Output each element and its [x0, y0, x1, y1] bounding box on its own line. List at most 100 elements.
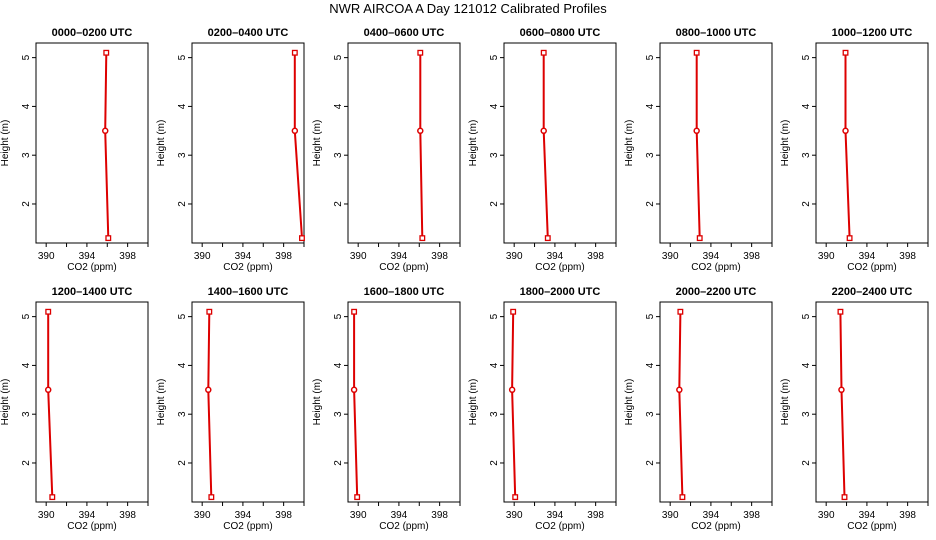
- profile-panel: 1000–1200 UTC 390 394 398 2 3 4 5 CO2 (ppm) Heigh…: [780, 27, 929, 273]
- x-tick-label: 390: [506, 510, 523, 521]
- profile-line: [695, 52, 701, 239]
- y-tick-label: 3: [21, 152, 32, 158]
- y-tick-label: 2: [177, 201, 188, 207]
- x-tick-label: 390: [818, 251, 835, 262]
- y-tick-label: 3: [801, 411, 812, 417]
- panel-title: 1000–1200 UTC: [832, 27, 913, 39]
- y-tick-label: 3: [645, 411, 656, 417]
- data-point: [45, 308, 52, 315]
- data-point: [417, 127, 424, 135]
- y-tick-label: 4: [801, 103, 812, 109]
- x-tick-label: 390: [662, 251, 679, 262]
- data-point: [354, 494, 361, 501]
- data-point: [512, 494, 519, 501]
- profile-line: [353, 311, 359, 498]
- y-tick-label: 3: [21, 411, 32, 417]
- data-point: [291, 127, 299, 135]
- x-tick-label: 390: [350, 251, 367, 262]
- y-axis-label: Height (m): [780, 120, 791, 167]
- y-tick-label: 4: [489, 362, 500, 368]
- x-tick-label: 398: [587, 510, 604, 521]
- x-tick-label: 394: [859, 251, 876, 262]
- plot-frame: [815, 301, 929, 503]
- x-tick-label: 394: [547, 510, 564, 521]
- panel-title: 1800–2000 UTC: [520, 286, 601, 298]
- x-tick-label: 398: [743, 251, 760, 262]
- x-tick-label: 394: [859, 510, 876, 521]
- profile-line: [542, 52, 549, 239]
- profile-panel: 0000–0200 UTC 390 394 398 2 3 4 5 CO2 (ppm) Heigh…: [0, 27, 149, 273]
- y-tick-label: 5: [489, 54, 500, 60]
- x-axis-label: CO2 (ppm): [67, 521, 116, 532]
- x-tick-label: 398: [119, 251, 136, 262]
- x-tick-label: 394: [703, 251, 720, 262]
- data-point: [206, 308, 213, 315]
- x-tick-label: 390: [662, 510, 679, 521]
- plot-frame: [191, 301, 305, 503]
- y-axis-label: Height (m): [312, 120, 323, 167]
- x-axis-label: CO2 (ppm): [379, 521, 428, 532]
- data-point: [508, 386, 516, 394]
- y-tick-label: 4: [177, 103, 188, 109]
- y-tick-label: 3: [489, 411, 500, 417]
- x-tick-label: 398: [587, 251, 604, 262]
- profile-panel: 0400–0600 UTC 390 394 398 2 3 4 5 CO2 (ppm) Heigh…: [312, 27, 461, 273]
- y-tick-label: 4: [333, 103, 344, 109]
- y-tick-label: 2: [645, 460, 656, 466]
- profile-line: [678, 311, 684, 498]
- data-point: [837, 308, 844, 315]
- data-point: [510, 308, 517, 315]
- profile-panel: 0800–1000 UTC 390 394 398 2 3 4 5 CO2 (ppm) Heigh…: [624, 27, 773, 273]
- profile-line: [207, 311, 213, 498]
- data-point: [44, 386, 52, 394]
- y-tick-label: 4: [801, 362, 812, 368]
- x-tick-label: 398: [743, 510, 760, 521]
- y-tick-label: 5: [801, 54, 812, 60]
- x-tick-label: 398: [119, 510, 136, 521]
- data-point: [842, 49, 849, 56]
- panel-title: 2000–2200 UTC: [676, 286, 757, 298]
- panel-title: 0600–0800 UTC: [520, 27, 601, 39]
- panel-title: 0200–0400 UTC: [208, 27, 289, 39]
- profile-line: [511, 311, 517, 498]
- data-point: [693, 49, 700, 56]
- y-axis-label: Height (m): [780, 379, 791, 426]
- y-tick-label: 5: [177, 313, 188, 319]
- data-point: [350, 386, 358, 394]
- x-axis-label: CO2 (ppm): [535, 262, 584, 273]
- x-tick-label: 398: [899, 510, 916, 521]
- plot-frame: [35, 42, 149, 244]
- x-tick-label: 390: [38, 251, 55, 262]
- data-point: [351, 308, 358, 315]
- x-tick-label: 398: [275, 251, 292, 262]
- profile-line: [844, 52, 851, 239]
- x-tick-label: 394: [235, 510, 252, 521]
- y-tick-label: 2: [801, 201, 812, 207]
- x-axis-label: CO2 (ppm): [847, 521, 896, 532]
- y-axis-label: Height (m): [312, 379, 323, 426]
- y-tick-label: 5: [333, 54, 344, 60]
- y-tick-label: 4: [333, 362, 344, 368]
- profile-panel: 1200–1400 UTC 390 394 398 2 3 4 5 CO2 (ppm) Heigh…: [0, 286, 149, 532]
- data-point: [540, 49, 547, 56]
- profile-panel: 2200–2400 UTC 390 394 398 2 3 4 5 CO2 (ppm) Heigh…: [780, 286, 929, 532]
- plot-frame: [815, 42, 929, 244]
- plot-frame: [35, 301, 149, 503]
- profile-panel: 2000–2200 UTC 390 394 398 2 3 4 5 CO2 (ppm) Heigh…: [624, 286, 773, 532]
- y-tick-label: 3: [645, 152, 656, 158]
- x-tick-label: 398: [431, 251, 448, 262]
- data-point: [49, 494, 56, 501]
- y-tick-label: 5: [801, 313, 812, 319]
- y-tick-label: 3: [333, 411, 344, 417]
- x-tick-label: 390: [818, 510, 835, 521]
- data-point: [842, 127, 849, 135]
- y-tick-label: 4: [645, 362, 656, 368]
- y-tick-label: 2: [801, 460, 812, 466]
- x-tick-label: 394: [703, 510, 720, 521]
- panel-title: 0000–0200 UTC: [52, 27, 133, 39]
- data-point: [676, 386, 683, 394]
- y-tick-label: 3: [177, 411, 188, 417]
- plot-frame: [503, 42, 617, 244]
- data-point: [841, 494, 848, 501]
- y-tick-label: 5: [177, 54, 188, 60]
